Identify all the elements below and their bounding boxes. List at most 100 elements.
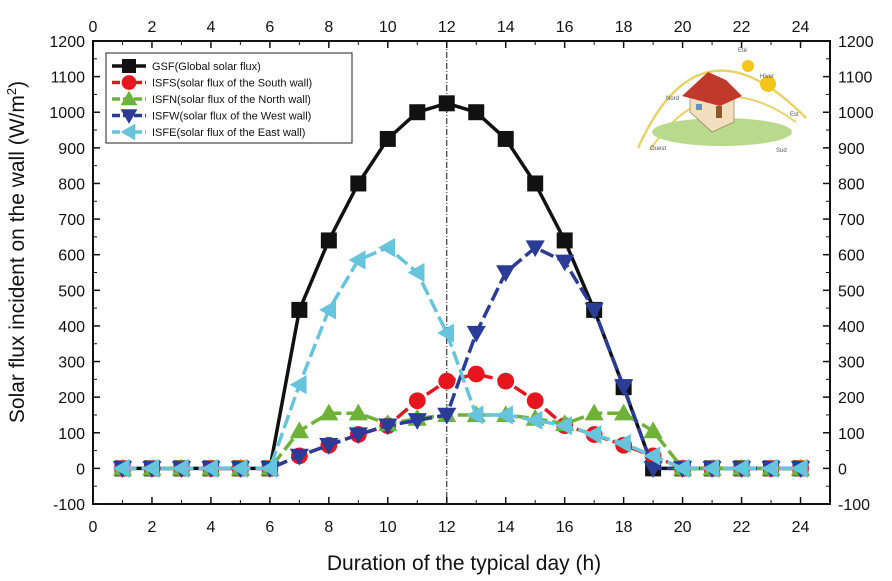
x-tick-label-bottom: 24: [792, 519, 810, 536]
x-tick-label-top: 14: [497, 19, 515, 36]
inset-label-sud: Sud: [776, 148, 787, 154]
x-tick-label-top: 22: [733, 19, 751, 36]
y-tick-label-right: 1100: [838, 70, 873, 87]
data-point-isfw: [496, 265, 516, 283]
y-tick-label-left: 300: [58, 355, 85, 372]
data-point-isfe: [230, 458, 248, 478]
data-point-isfe: [348, 250, 366, 270]
x-tick-label-bottom: 22: [733, 519, 751, 536]
x-axis-title: Duration of the typical day (h): [327, 552, 601, 575]
data-point-isfe: [319, 300, 337, 320]
data-point-isfn: [348, 403, 368, 421]
data-point-isfw: [584, 302, 604, 320]
y-tick-label-left: -100: [53, 497, 85, 514]
x-tick-label-bottom: 8: [324, 519, 333, 536]
inset-label-nord: Nord: [666, 96, 679, 102]
data-point-gsf: [468, 104, 485, 121]
axis-ticks: 0022446688101012121414161618182020222224…: [49, 19, 873, 536]
y-tick-label-right: 900: [838, 141, 865, 158]
summer-sun-path: [636, 69, 807, 149]
inset-label-est: Est: [790, 112, 799, 118]
y-tick-label-right: 400: [838, 319, 865, 336]
data-point-isfe: [673, 458, 690, 478]
data-point-isfw: [525, 240, 545, 258]
data-point-isfw: [319, 438, 339, 455]
data-point-isfn: [614, 403, 634, 421]
data-point-isfe: [702, 458, 720, 478]
house-roof-icon: [682, 72, 742, 106]
x-tick-label-bottom: 6: [265, 519, 274, 536]
x-tick-label-top: 20: [674, 19, 692, 36]
y-tick-label-left: 700: [58, 212, 85, 229]
data-point-gsf: [350, 175, 367, 192]
data-point-isfw: [466, 325, 486, 343]
data-point-isfw: [378, 418, 398, 436]
house-door-icon: [716, 106, 722, 118]
data-point-isfe: [525, 410, 543, 430]
data-point-isfs: [497, 372, 515, 390]
data-point-isfn: [643, 421, 663, 439]
legend-marker-isfe: [120, 123, 136, 141]
y-tick-label-left: 400: [58, 319, 85, 336]
data-point-isfs: [526, 392, 544, 410]
inset-label-ete: Eté: [738, 48, 748, 54]
data-point-isfe: [378, 237, 395, 258]
data-point-gsf: [527, 175, 544, 192]
y-tick-label-left: 800: [58, 176, 85, 193]
data-point-isfw: [289, 448, 309, 466]
x-tick-label-bottom: 14: [497, 519, 515, 536]
legend-box: [105, 52, 353, 144]
y-axis-title-main: Solar flux incident on the wall (W/m: [6, 95, 29, 423]
data-point-isfw: [437, 407, 457, 425]
y-tick-label-right: 1200: [838, 34, 874, 51]
data-point-isfe: [407, 262, 425, 283]
data-point-gsf: [556, 232, 573, 249]
y-tick-label-left: 200: [58, 390, 85, 407]
y-tick-label-left: 1100: [51, 70, 86, 87]
y-tick-label-right: 0: [838, 461, 847, 478]
data-point-isfe: [496, 405, 513, 425]
x-tick-label-bottom: 16: [556, 519, 574, 536]
x-tick-label-bottom: 12: [438, 519, 456, 536]
legend-label-isfw: ISFW(solar flux of the West wall): [152, 111, 311, 123]
data-point-isfs: [408, 392, 426, 410]
data-point-isfe: [614, 433, 631, 454]
y-axis-title: Solar flux incident on the wall (W/m2): [4, 81, 29, 423]
legend-label-isfe: ISFE(solar flux of the East wall): [152, 127, 305, 139]
legend-marker-gsf: [122, 59, 136, 73]
data-point-isfe: [466, 405, 484, 425]
legend-marker-isfn: [120, 90, 138, 106]
y-tick-label-right: 200: [838, 390, 865, 407]
data-point-isfw: [348, 427, 368, 445]
data-point-gsf: [438, 95, 455, 112]
data-point-isfs: [438, 372, 456, 390]
data-point-isfe: [643, 446, 661, 466]
x-tick-label-bottom: 10: [379, 519, 397, 536]
y-tick-label-right: 100: [838, 426, 865, 443]
data-series: [112, 95, 811, 478]
x-tick-label-top: 16: [556, 19, 574, 36]
ground-ellipse: [652, 118, 792, 146]
sun-icon-winter: [760, 76, 776, 92]
legend-label-isfn: ISFN(solar flux of the North wall): [152, 94, 311, 106]
y-tick-label-left: 0: [76, 461, 85, 478]
y-tick-label-left: 600: [58, 248, 85, 265]
y-tick-label-left: 1000: [49, 105, 85, 122]
inset-label-ouest: Ouest: [650, 146, 666, 152]
y-tick-label-left: 500: [58, 283, 85, 300]
x-tick-label-top: 2: [148, 19, 157, 36]
house-window-icon: [696, 104, 702, 110]
legend-items: GSF(Global solar flux) ISFS(solar flux of…: [112, 59, 312, 141]
data-point-isfw: [555, 254, 575, 272]
data-point-gsf: [409, 104, 426, 121]
legend-marker-isfs: [121, 75, 137, 90]
y-tick-label-left: 1200: [49, 34, 85, 51]
house-sun-path-illustration: Eté Hiver Nord Est Ouest Sud: [636, 48, 807, 154]
x-tick-label-top: 24: [792, 19, 810, 36]
data-point-gsf: [379, 130, 396, 147]
inset-label-hiver: Hiver: [760, 74, 774, 80]
x-tick-label-bottom: 0: [89, 519, 98, 536]
data-point-isfn: [319, 403, 339, 421]
x-tick-label-bottom: 20: [674, 519, 692, 536]
